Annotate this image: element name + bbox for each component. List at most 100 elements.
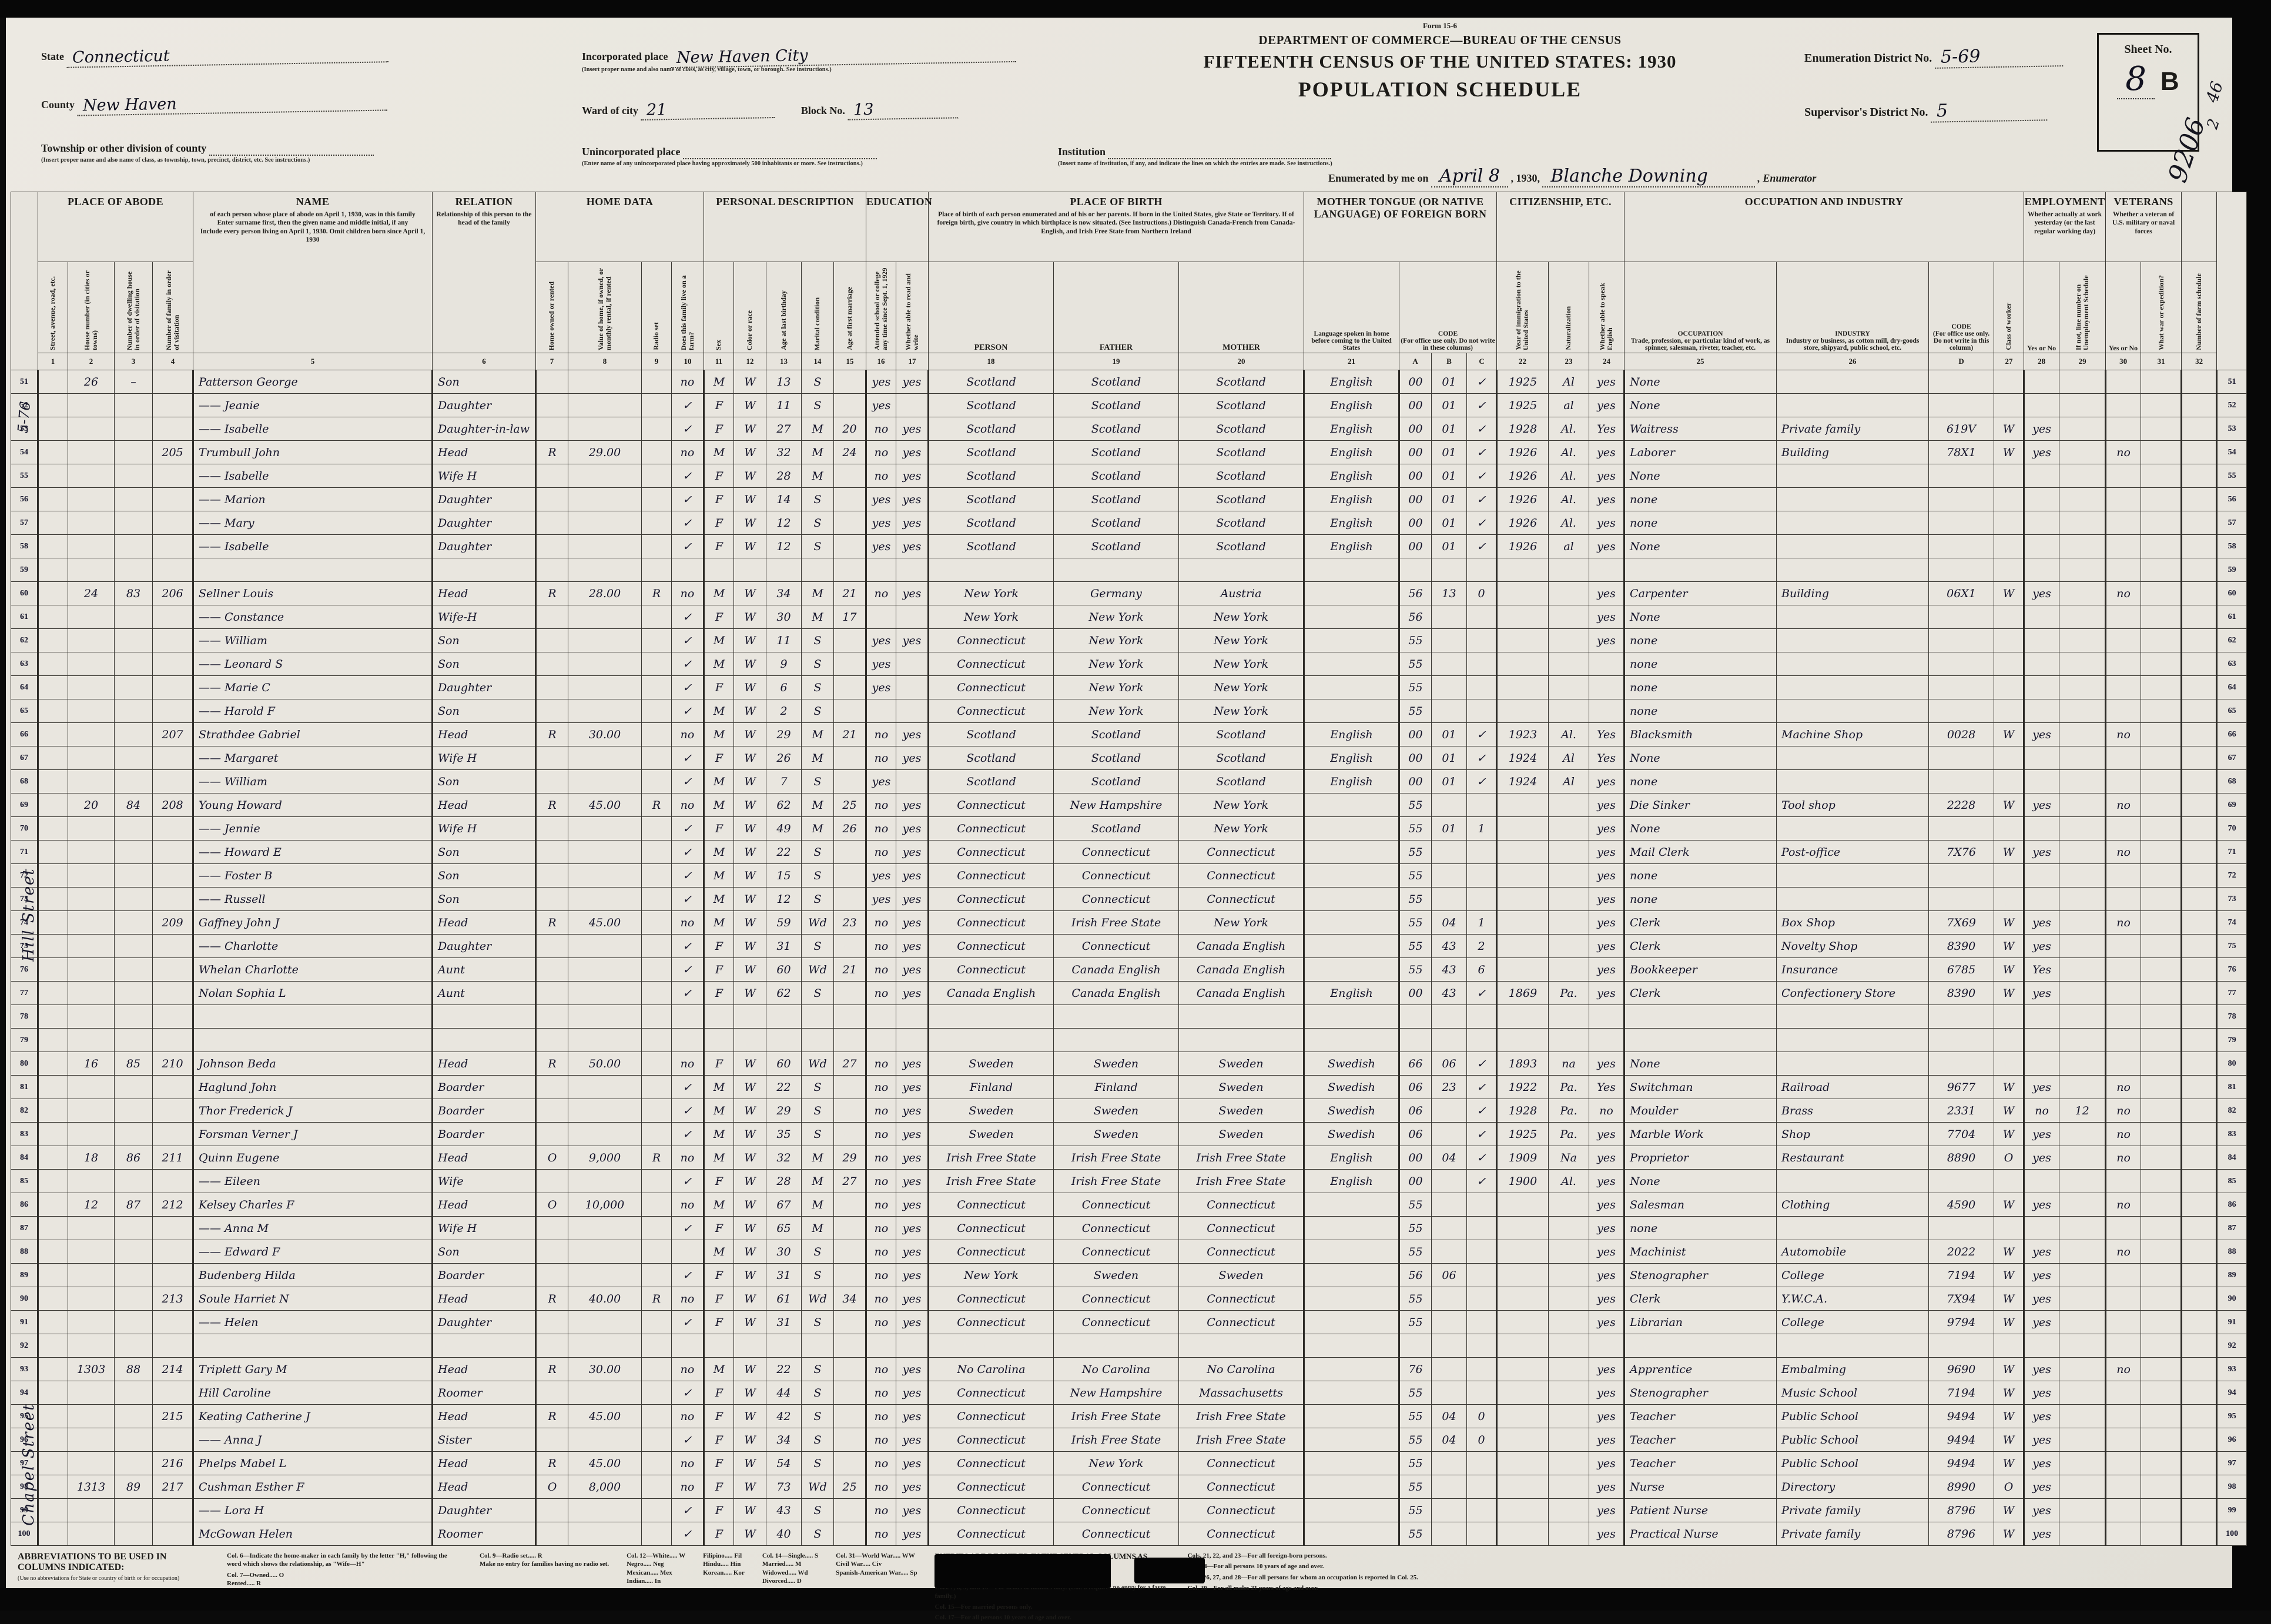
cell: O [535, 1146, 569, 1170]
cell: Carpenter [1623, 581, 1777, 605]
cell [2141, 417, 2182, 441]
cell: ✓ [671, 393, 705, 417]
cell: no [671, 1357, 705, 1381]
cell [37, 981, 68, 1005]
cell [1548, 581, 1590, 605]
cell [1548, 793, 1590, 817]
cell [152, 840, 194, 864]
cell [37, 558, 68, 582]
cell [641, 1169, 672, 1193]
cell: English [1303, 1169, 1400, 1193]
cell: Connecticut [1178, 1193, 1305, 1217]
cell [535, 816, 569, 841]
cell: 45.00 [568, 1451, 642, 1475]
cell: ✓ [671, 675, 705, 699]
cell: 55 [1398, 1451, 1432, 1475]
cell: M [703, 722, 735, 746]
cell [114, 1028, 153, 1052]
cell [1928, 1216, 1995, 1240]
cell: —— Lora H [192, 1498, 433, 1522]
cell: 95 [11, 1404, 38, 1428]
cell: Stenographer [1623, 1381, 1777, 1405]
cell: W [1994, 1240, 2025, 1264]
cell [1431, 675, 1468, 699]
cell: —— Anna M [192, 1216, 433, 1240]
cell: 31 [766, 1263, 802, 1287]
cell: Laborer [1623, 440, 1777, 464]
cell [568, 699, 642, 723]
cell: English [1303, 417, 1400, 441]
cell: Canada English [927, 981, 1054, 1005]
cell: 90 [2216, 1287, 2247, 1311]
cell [68, 1028, 115, 1052]
cell: S [801, 1428, 835, 1452]
cell [1431, 1357, 1468, 1381]
cell: 00 [1398, 393, 1432, 417]
cell: W [733, 487, 767, 511]
cell: 17 [833, 605, 867, 629]
cell: 1926 [1496, 511, 1549, 535]
cell: W [1994, 981, 2025, 1005]
table-row: 74 209 Gaffney John J Head R 45.00 no M W 59 Wd 23 n… [11, 910, 2247, 935]
cell: W [733, 628, 767, 652]
scan-artifact [1134, 1558, 1205, 1583]
cell: 06 [1398, 1075, 1432, 1099]
cell [641, 511, 672, 535]
cell [2180, 1404, 2218, 1428]
cell [2141, 1522, 2182, 1546]
cell [1776, 675, 1930, 699]
cell [1496, 675, 1549, 699]
cell: —— Marion [192, 487, 433, 511]
cell: W [733, 1428, 767, 1452]
table-row: 65 —— Harold F Son ✓ M W 2 S Connecticut New York… [11, 699, 2247, 723]
cell [37, 934, 68, 958]
cell: 01 [1431, 511, 1468, 535]
cell [68, 605, 115, 629]
cell [703, 1334, 735, 1358]
cell: 65 [11, 699, 38, 723]
cell: Wd [801, 910, 835, 935]
cell [2023, 558, 2060, 582]
township-label: Township or other division of county [41, 142, 207, 154]
cell: Connecticut [1178, 1498, 1305, 1522]
cell: Salesman [1623, 1193, 1777, 1217]
cell [1398, 1004, 1432, 1029]
cell: W [733, 1052, 767, 1076]
cell: S [801, 887, 835, 911]
cell: —— Mary [192, 511, 433, 535]
cell [568, 417, 642, 441]
cell: Thor Frederick J [192, 1099, 433, 1123]
cell [568, 934, 642, 958]
cell [2141, 910, 2182, 935]
cell: Connecticut [927, 1522, 1054, 1546]
cell [703, 1028, 735, 1052]
cell: Librarian [1623, 1310, 1777, 1334]
cell: yes [1589, 793, 1625, 817]
cell [1994, 628, 2025, 652]
cell [1303, 957, 1400, 982]
cell: Scotland [927, 534, 1054, 558]
cell: ✓ [671, 1498, 705, 1522]
cell [1994, 699, 2025, 723]
cell [2105, 863, 2142, 888]
cell: yes [865, 393, 897, 417]
cell [641, 393, 672, 417]
cell: O [1994, 1475, 2025, 1499]
cell: 82 [2216, 1099, 2247, 1123]
cell [2141, 699, 2182, 723]
cell: —— Foster B [192, 863, 433, 888]
cell [2141, 1052, 2182, 1076]
column-header: If not, line number on Unemployment Sche… [2059, 262, 2106, 353]
cell [152, 1240, 194, 1264]
cell [1994, 769, 2025, 793]
cell: Son [431, 769, 537, 793]
cell: F [703, 1263, 735, 1287]
cell [641, 1357, 672, 1381]
cell: 13 [1431, 581, 1468, 605]
cell [1994, 1216, 2025, 1240]
cell: 89 [114, 1475, 153, 1499]
cell: English [1303, 769, 1400, 793]
cell: ✓ [671, 1216, 705, 1240]
